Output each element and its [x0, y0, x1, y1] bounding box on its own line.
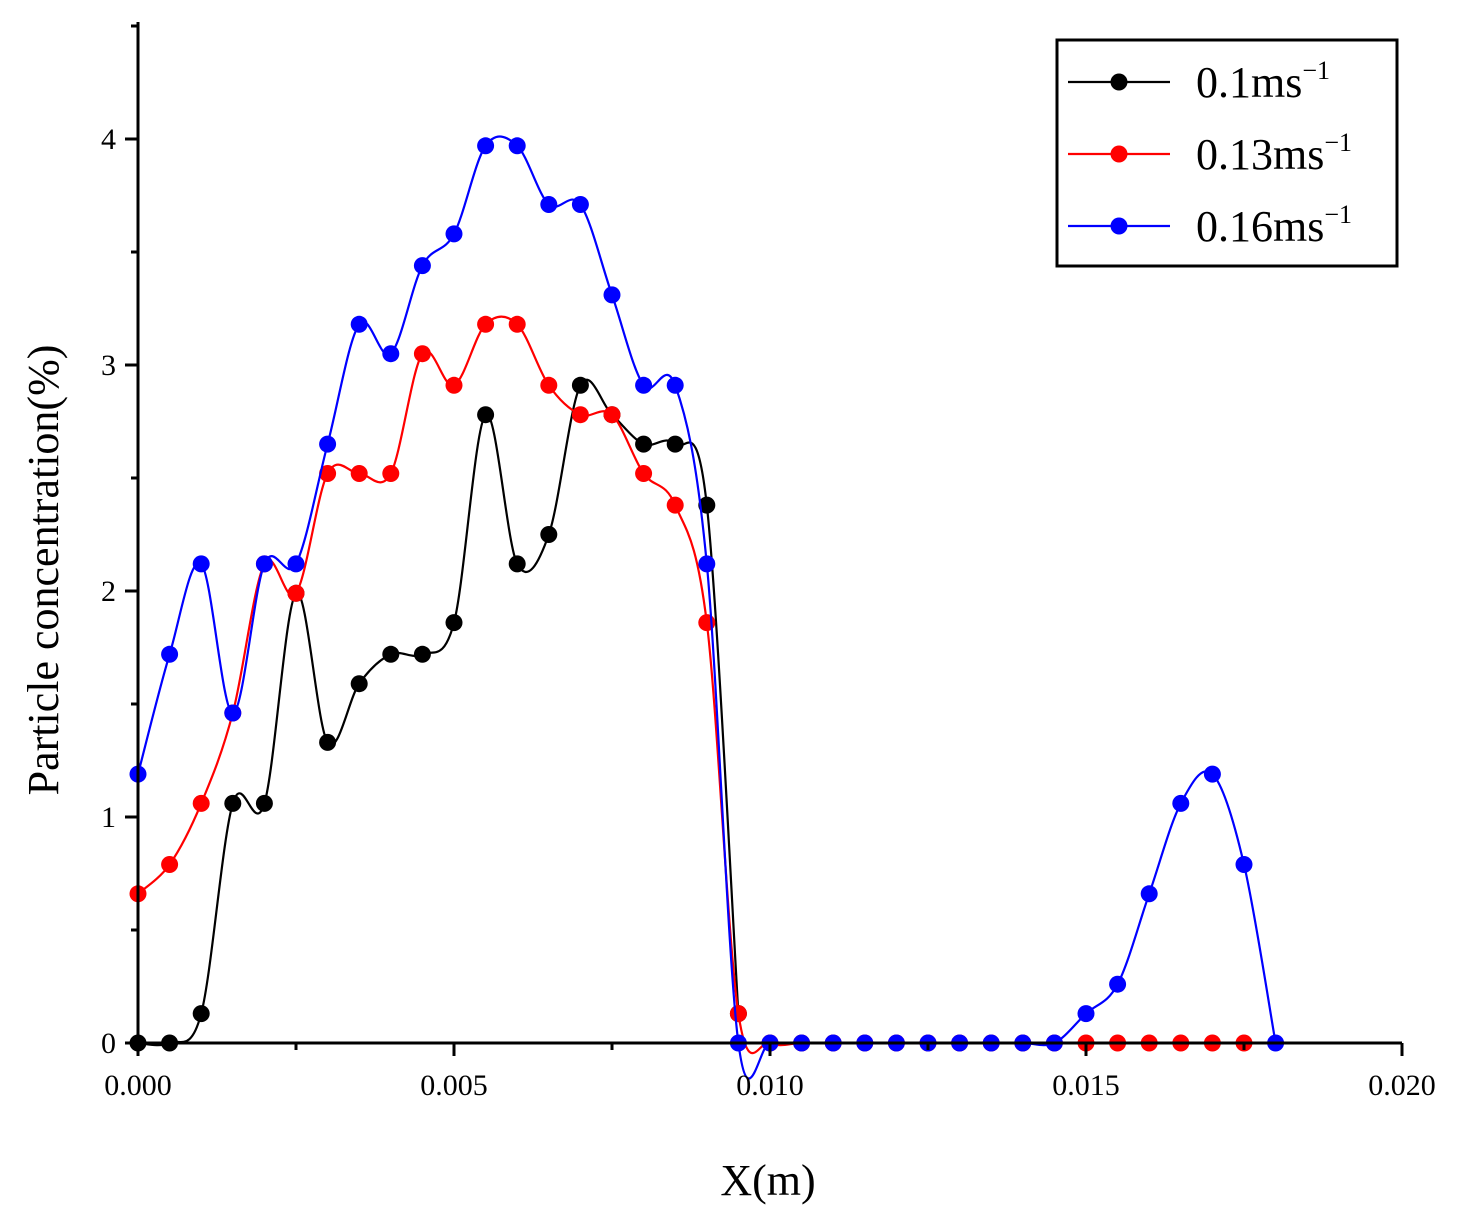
- data-point: [224, 704, 242, 722]
- legend-item: 0.16ms−1: [1068, 200, 1352, 251]
- data-point: [161, 856, 179, 873]
- data-point: [382, 645, 400, 663]
- data-point: [508, 315, 526, 333]
- data-point: [161, 645, 179, 663]
- data-point: [540, 526, 558, 543]
- data-point: [1235, 856, 1253, 873]
- x-tick-label: 0.005: [420, 1069, 488, 1102]
- data-point: [635, 376, 653, 394]
- y-axis-title: Particle concentration(%): [19, 345, 68, 796]
- data-point: [382, 465, 400, 482]
- data-point: [413, 257, 431, 275]
- y-tick-label: 2: [101, 575, 116, 608]
- data-point: [729, 1005, 747, 1023]
- data-point: [508, 555, 526, 573]
- data-point: [477, 315, 495, 333]
- data-point: [445, 225, 463, 243]
- data-point: [666, 376, 684, 394]
- data-point: [1077, 1005, 1095, 1023]
- legend-item: 0.1ms−1: [1068, 56, 1330, 107]
- data-point: [192, 555, 210, 573]
- data-point: [635, 465, 653, 482]
- data-point: [287, 555, 305, 573]
- data-point: [635, 435, 653, 453]
- data-point: [666, 435, 684, 453]
- data-point: [445, 614, 463, 632]
- x-tick-label: 0.020: [1368, 1069, 1436, 1102]
- data-point: [540, 376, 558, 394]
- data-point: [255, 555, 273, 573]
- data-point: [319, 465, 337, 482]
- data-point: [477, 137, 495, 155]
- legend-label: 0.1ms−1: [1196, 56, 1330, 107]
- data-point: [382, 345, 400, 363]
- legend-label: 0.16ms−1: [1196, 200, 1352, 251]
- data-point: [666, 496, 684, 514]
- data-point: [192, 794, 210, 812]
- data-point: [698, 496, 716, 514]
- legend-item: 0.13ms−1: [1068, 128, 1352, 179]
- data-point: [350, 465, 368, 482]
- axes-layer: 0 1 2 3 4 0.000 0.005 0.010 0.015 0.020: [101, 22, 1436, 1102]
- data-point: [571, 406, 589, 424]
- legend-marker: [1110, 217, 1128, 235]
- data-point: [255, 794, 273, 812]
- y-tick-label: 4: [101, 123, 116, 156]
- y-tick-label: 1: [101, 801, 116, 834]
- data-point: [445, 376, 463, 394]
- data-point: [603, 406, 621, 424]
- data-point: [192, 1005, 210, 1023]
- data-point: [287, 584, 305, 602]
- x-tick-label: 0.010: [736, 1069, 804, 1102]
- data-point: [350, 675, 368, 693]
- data-point: [540, 196, 558, 213]
- data-point: [1109, 975, 1127, 993]
- data-point: [413, 645, 431, 663]
- legend-label: 0.13ms−1: [1196, 128, 1352, 179]
- legend-marker: [1110, 145, 1128, 163]
- x-tick-label: 0.015: [1052, 1069, 1120, 1102]
- x-axis-title: X(m): [720, 1156, 815, 1205]
- data-point: [319, 435, 337, 453]
- y-tick-label: 3: [101, 349, 116, 382]
- y-tick-label: 0: [101, 1027, 116, 1060]
- data-point: [350, 315, 368, 333]
- data-point: [1140, 885, 1158, 903]
- data-point: [571, 196, 589, 213]
- data-point: [603, 286, 621, 304]
- data-point: [508, 137, 526, 155]
- x-tick-label: 0.000: [104, 1069, 172, 1102]
- data-point: [477, 406, 495, 424]
- data-point: [319, 733, 337, 751]
- data-point: [698, 555, 716, 573]
- data-point: [571, 376, 589, 394]
- data-point: [1203, 765, 1221, 783]
- data-point: [1172, 794, 1190, 812]
- data-point: [413, 345, 431, 363]
- legend-marker: [1110, 73, 1128, 91]
- data-point: [224, 794, 242, 812]
- legend: 0.1ms−1 0.13ms−1 0.16ms−1: [1055, 38, 1399, 268]
